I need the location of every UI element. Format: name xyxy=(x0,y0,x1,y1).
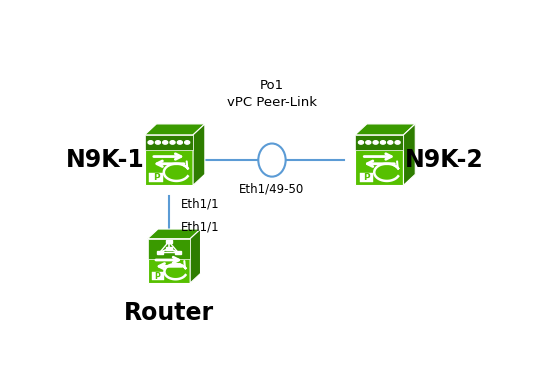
Circle shape xyxy=(163,141,168,144)
Text: P: P xyxy=(153,173,159,182)
Polygon shape xyxy=(144,135,193,185)
Circle shape xyxy=(358,141,363,144)
Polygon shape xyxy=(144,135,193,150)
Circle shape xyxy=(395,141,400,144)
Text: N9K-1: N9K-1 xyxy=(66,148,145,172)
Polygon shape xyxy=(148,239,190,283)
Circle shape xyxy=(388,141,393,144)
Circle shape xyxy=(366,141,371,144)
FancyBboxPatch shape xyxy=(151,272,163,280)
Polygon shape xyxy=(403,124,415,185)
Circle shape xyxy=(170,141,175,144)
Polygon shape xyxy=(148,229,200,239)
Polygon shape xyxy=(148,239,190,259)
Text: Router: Router xyxy=(124,301,214,325)
Ellipse shape xyxy=(258,144,286,177)
Text: Eth1/49-50: Eth1/49-50 xyxy=(239,183,305,195)
Polygon shape xyxy=(190,229,200,283)
Text: Eth1/1: Eth1/1 xyxy=(181,198,219,211)
Polygon shape xyxy=(355,124,415,135)
Polygon shape xyxy=(193,124,205,185)
Bar xyxy=(175,251,181,254)
Bar xyxy=(157,251,163,254)
Circle shape xyxy=(381,141,386,144)
Circle shape xyxy=(178,141,182,144)
Circle shape xyxy=(185,141,190,144)
Text: vPC Peer-Link: vPC Peer-Link xyxy=(227,96,317,109)
Bar xyxy=(166,247,172,250)
Text: P: P xyxy=(363,173,370,182)
Text: N9K-2: N9K-2 xyxy=(405,148,484,172)
Text: P: P xyxy=(155,272,161,281)
Text: Po1: Po1 xyxy=(260,79,284,92)
Polygon shape xyxy=(355,135,403,150)
FancyBboxPatch shape xyxy=(359,173,373,182)
Polygon shape xyxy=(144,124,205,135)
FancyBboxPatch shape xyxy=(149,173,163,182)
Polygon shape xyxy=(355,135,403,185)
Text: Eth1/1: Eth1/1 xyxy=(181,220,219,233)
Circle shape xyxy=(373,141,378,144)
Circle shape xyxy=(155,141,160,144)
Circle shape xyxy=(148,141,153,144)
Bar xyxy=(166,240,172,243)
